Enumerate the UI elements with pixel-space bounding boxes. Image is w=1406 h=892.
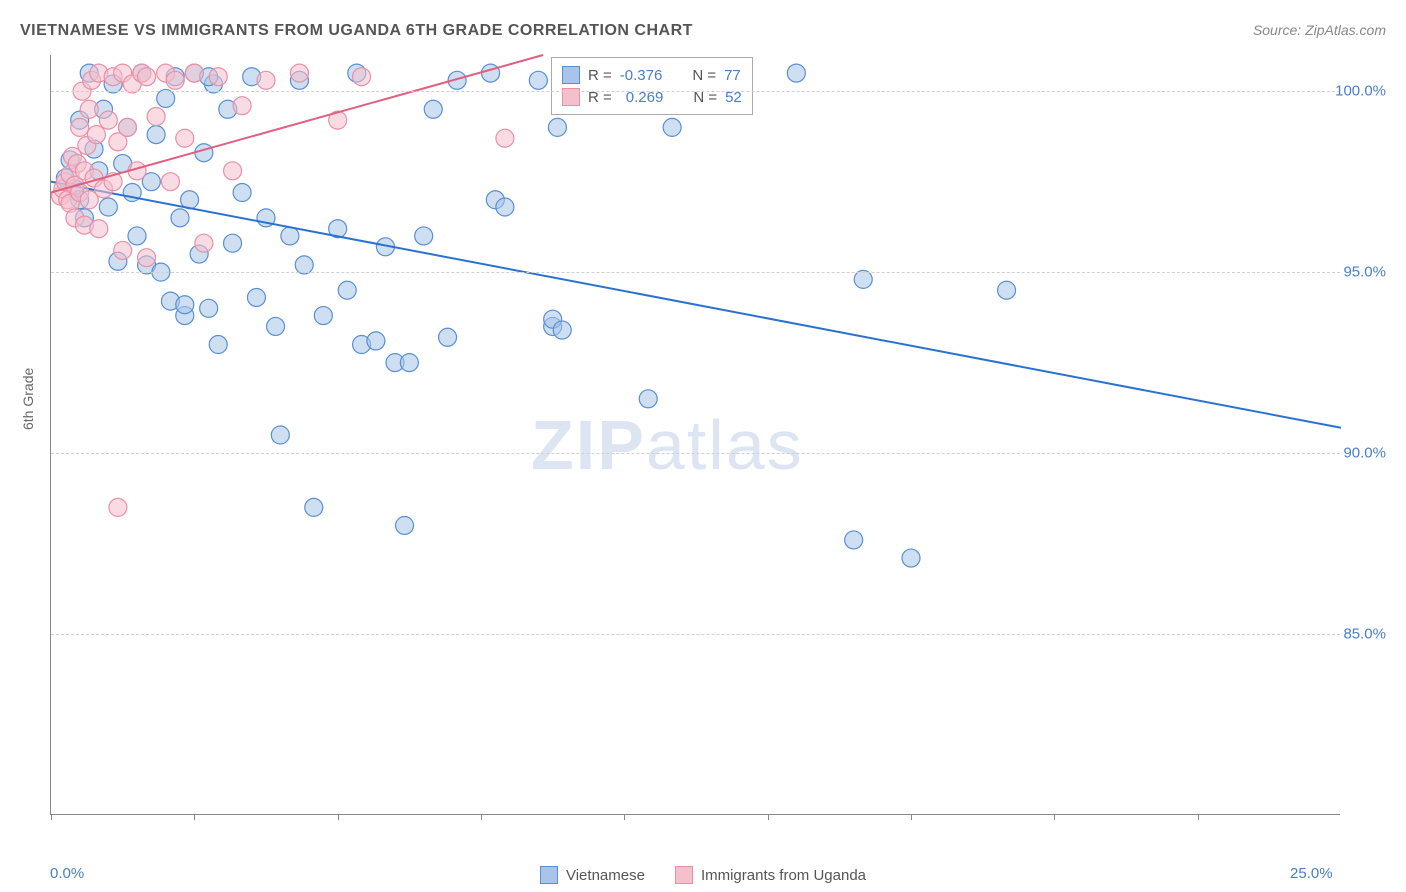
data-point <box>548 118 566 136</box>
ytick-label: 100.0% <box>1335 83 1386 100</box>
data-point <box>305 498 323 516</box>
stats-row-1: R = -0.376 N = 77 <box>562 64 742 86</box>
data-point <box>185 64 203 82</box>
data-point <box>290 64 308 82</box>
xtick-mark <box>624 814 625 820</box>
data-point <box>845 531 863 549</box>
y-axis-label: 6th Grade <box>20 368 36 430</box>
stats-n1-value: 77 <box>724 67 741 84</box>
data-point <box>353 68 371 86</box>
data-point <box>195 144 213 162</box>
gridline <box>51 91 1340 92</box>
data-point <box>224 234 242 252</box>
xtick-mark <box>481 814 482 820</box>
data-point <box>553 321 571 339</box>
data-point <box>171 209 189 227</box>
data-point <box>529 71 547 89</box>
data-point <box>99 111 117 129</box>
data-point <box>176 296 194 314</box>
data-point <box>271 426 289 444</box>
xtick-mark <box>1054 814 1055 820</box>
data-point <box>247 288 265 306</box>
source-label: Source: ZipAtlas.com <box>1253 22 1386 38</box>
data-point <box>71 118 89 136</box>
data-point <box>496 198 514 216</box>
legend: Vietnamese Immigrants from Uganda <box>540 866 866 884</box>
xtick-label: 25.0% <box>1290 865 1333 882</box>
ytick-label: 95.0% <box>1343 264 1386 281</box>
data-point <box>663 118 681 136</box>
legend-label-2: Immigrants from Uganda <box>701 867 866 884</box>
data-point <box>257 71 275 89</box>
data-point <box>338 281 356 299</box>
stats-swatch-1 <box>562 66 580 84</box>
xtick-mark <box>1198 814 1199 820</box>
chart-title: VIETNAMESE VS IMMIGRANTS FROM UGANDA 6TH… <box>20 22 693 40</box>
gridline <box>51 634 1340 635</box>
ytick-label: 85.0% <box>1343 626 1386 643</box>
stats-box: R = -0.376 N = 77 R = 0.269 N = 52 <box>551 57 753 115</box>
data-point <box>998 281 1016 299</box>
stats-row-2: R = 0.269 N = 52 <box>562 86 742 108</box>
data-point <box>787 64 805 82</box>
legend-label-1: Vietnamese <box>566 867 645 884</box>
data-point <box>424 100 442 118</box>
data-point <box>902 549 920 567</box>
xtick-mark <box>768 814 769 820</box>
data-point <box>118 118 136 136</box>
data-point <box>138 68 156 86</box>
data-point <box>639 390 657 408</box>
data-point <box>128 227 146 245</box>
legend-item-2: Immigrants from Uganda <box>675 866 866 884</box>
data-point <box>200 299 218 317</box>
stats-r1-value: -0.376 <box>620 67 663 84</box>
data-point <box>209 68 227 86</box>
data-point <box>114 241 132 259</box>
data-point <box>195 234 213 252</box>
data-point <box>224 162 242 180</box>
legend-swatch-2 <box>675 866 693 884</box>
legend-item-1: Vietnamese <box>540 866 645 884</box>
data-point <box>90 220 108 238</box>
gridline <box>51 272 1340 273</box>
xtick-mark <box>51 814 52 820</box>
data-point <box>496 129 514 147</box>
gridline <box>51 453 1340 454</box>
data-point <box>138 249 156 267</box>
data-point <box>233 97 251 115</box>
data-point <box>396 516 414 534</box>
data-point <box>161 173 179 191</box>
plot-svg <box>51 55 1340 814</box>
data-point <box>99 198 117 216</box>
data-point <box>109 498 127 516</box>
data-point <box>400 354 418 372</box>
xtick-mark <box>338 814 339 820</box>
ytick-label: 90.0% <box>1343 445 1386 462</box>
data-point <box>176 129 194 147</box>
data-point <box>415 227 433 245</box>
data-point <box>482 64 500 82</box>
data-point <box>367 332 385 350</box>
data-point <box>281 227 299 245</box>
data-point <box>267 317 285 335</box>
xtick-mark <box>194 814 195 820</box>
data-point <box>87 126 105 144</box>
plot-area: ZIPatlas R = -0.376 N = 77 R = 0.269 N =… <box>50 55 1340 815</box>
data-point <box>314 307 332 325</box>
legend-swatch-1 <box>540 866 558 884</box>
data-point <box>166 71 184 89</box>
stats-n-label: N = <box>692 67 716 84</box>
data-point <box>233 184 251 202</box>
stats-r-label: R = <box>588 67 612 84</box>
data-point <box>147 108 165 126</box>
xtick-mark <box>911 814 912 820</box>
xtick-label: 0.0% <box>50 865 84 882</box>
chart-container: VIETNAMESE VS IMMIGRANTS FROM UGANDA 6TH… <box>0 0 1406 892</box>
data-point <box>80 100 98 118</box>
data-point <box>439 328 457 346</box>
trend-line <box>51 182 1341 428</box>
data-point <box>209 336 227 354</box>
data-point <box>147 126 165 144</box>
